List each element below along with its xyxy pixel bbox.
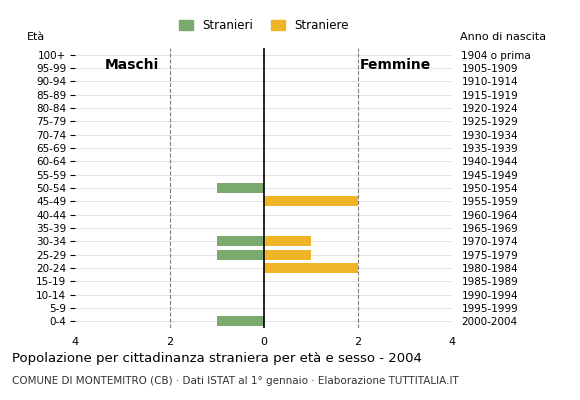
- Text: Maschi: Maschi: [105, 58, 159, 72]
- Text: Età: Età: [27, 32, 45, 42]
- Bar: [217, 250, 264, 260]
- Bar: [217, 316, 264, 326]
- Bar: [264, 236, 311, 246]
- Text: Popolazione per cittadinanza straniera per età e sesso - 2004: Popolazione per cittadinanza straniera p…: [12, 352, 422, 365]
- Legend: Stranieri, Straniere: Stranieri, Straniere: [174, 15, 354, 37]
- Text: COMUNE DI MONTEMITRO (CB) · Dati ISTAT al 1° gennaio · Elaborazione TUTTITALIA.I: COMUNE DI MONTEMITRO (CB) · Dati ISTAT a…: [12, 376, 458, 386]
- Bar: [217, 236, 264, 246]
- Text: Femmine: Femmine: [360, 58, 432, 72]
- Bar: [264, 263, 358, 273]
- Text: Anno di nascita: Anno di nascita: [460, 32, 546, 42]
- Bar: [264, 196, 358, 206]
- Bar: [264, 250, 311, 260]
- Bar: [217, 183, 264, 193]
